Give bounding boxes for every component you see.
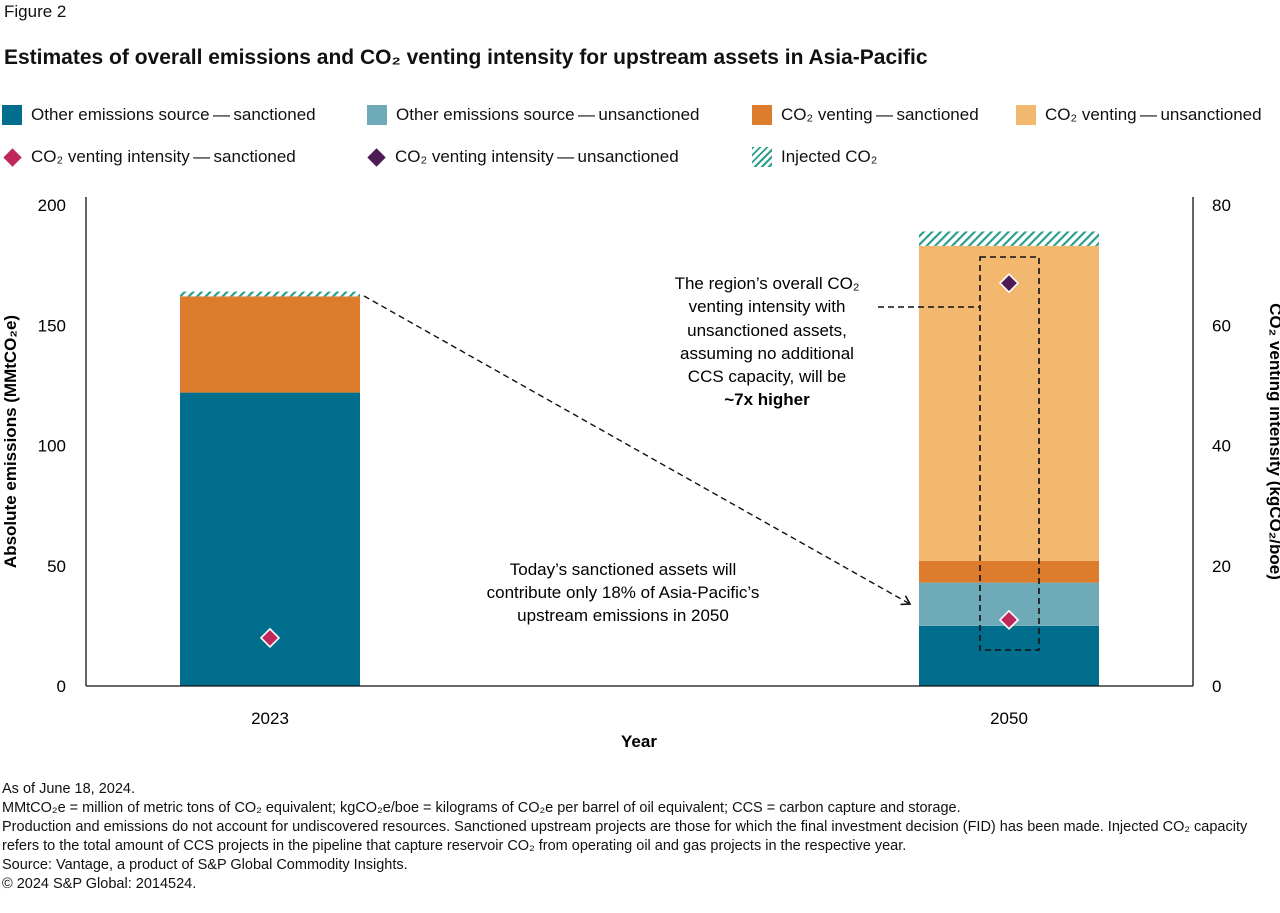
x-tick-label-2023: 2023 — [251, 709, 289, 728]
right-axis-title: CO₂ venting intensity (kgCO₂/boe) — [1266, 303, 1280, 580]
left-tick-label-150: 150 — [38, 316, 66, 335]
point-2050-co-venting-intensity-unsanctioned — [998, 273, 1020, 294]
bar-2023-co-venting-sanctioned — [180, 296, 360, 393]
bar-2050-injected-co — [919, 231, 1099, 246]
axes-layer: 0 50 100 150 200 0 20 40 60 80 2023 2050 Year Absolut… — [1, 196, 1280, 751]
right-tick-label-60: 60 — [1212, 316, 1231, 335]
legend-swatch-injected — [752, 147, 772, 167]
footnote-source: Source: Vantage, a product of S&P Global… — [2, 857, 408, 873]
annotation-intensity-line-3: unsanctioned assets, — [687, 321, 847, 340]
legend-label-other-unsanctioned: Other emissions source — unsanctioned — [396, 105, 700, 124]
left-axis-title: Absolute emissions (MMtCO₂e) — [1, 315, 20, 568]
legend-item-intensity-sanctioned: CO₂ venting intensity — sanctioned — [2, 147, 296, 167]
annotation-share-line-2: contribute only 18% of Asia-Pacific’s — [487, 583, 760, 602]
annotation-share-line-1: Today’s sanctioned assets will — [510, 560, 736, 579]
left-tick-label-50: 50 — [47, 557, 66, 576]
bar-2050-other-emissions-source-sanctioned — [919, 625, 1099, 686]
annotation-intensity-line-5: CCS capacity, will be — [688, 367, 846, 386]
bar-2050-co-venting-unsanctioned — [919, 245, 1099, 561]
legend-swatch-venting-sanctioned — [752, 105, 772, 125]
legend-label-venting-sanctioned: CO₂ venting — sanctioned — [781, 105, 979, 124]
legend-swatch-venting-unsanctioned — [1016, 105, 1036, 125]
annotation-dashed-box — [979, 256, 1040, 651]
footnote-date: As of June 18, 2024. — [2, 781, 136, 797]
annotations-layer: The region’s overall CO₂ venting intensit… — [363, 256, 1040, 651]
x-tick-label-2050: 2050 — [990, 709, 1028, 728]
point-2050-co-venting-intensity-sanctioned — [998, 609, 1020, 630]
bar-2050-co-venting-sanctioned — [919, 560, 1099, 583]
legend-item-venting-unsanctioned: CO₂ venting — unsanctioned — [1016, 105, 1262, 125]
annotation-intensity-line-6: ~7x higher — [724, 390, 810, 409]
x-axis-title: Year — [621, 732, 657, 751]
footnotes: As of June 18, 2024. MMtCO₂e = million o… — [2, 780, 1278, 894]
footnote-definitions: MMtCO₂e = million of metric tons of CO₂ … — [2, 800, 961, 816]
legend-swatch-other-unsanctioned — [367, 105, 387, 125]
legend-label-venting-unsanctioned: CO₂ venting — unsanctioned — [1045, 105, 1262, 124]
left-tick-label-0: 0 — [57, 677, 66, 696]
legend-item-other-sanctioned: Other emissions source — sanctioned — [2, 105, 316, 125]
points-layer — [259, 273, 1020, 649]
legend-label-injected: Injected CO₂ — [781, 147, 878, 166]
annotation-arrow — [363, 295, 912, 606]
legend-item-intensity-unsanctioned: CO₂ venting intensity — unsanctioned — [366, 147, 679, 167]
bars-layer — [180, 231, 1099, 686]
legend-item-injected: Injected CO₂ — [752, 147, 877, 167]
legend-label-intensity-sanctioned: CO₂ venting intensity — sanctioned — [31, 147, 296, 166]
chart-title: Estimates of overall emissions and CO₂ v… — [4, 46, 928, 69]
right-tick-label-0: 0 — [1212, 677, 1221, 696]
legend-swatch-other-sanctioned — [2, 105, 22, 125]
left-tick-label-200: 200 — [38, 196, 66, 215]
right-tick-label-40: 40 — [1212, 437, 1231, 456]
right-tick-label-20: 20 — [1212, 557, 1231, 576]
legend-label-intensity-unsanctioned: CO₂ venting intensity — unsanctioned — [395, 147, 679, 166]
annotation-intensity-line-2: venting intensity with — [689, 297, 846, 316]
left-tick-label-100: 100 — [38, 437, 66, 456]
chart-plot: 0 50 100 150 200 0 20 40 60 80 2023 2050 Year Absolut… — [1, 196, 1280, 751]
legend-item-venting-sanctioned: CO₂ venting — sanctioned — [752, 105, 979, 125]
point-2023-co-venting-intensity-sanctioned — [259, 627, 281, 649]
bar-2023-injected-co — [180, 291, 360, 297]
annotation-share-line-3: upstream emissions in 2050 — [517, 606, 729, 625]
legend-label-other-sanctioned: Other emissions source — sanctioned — [31, 105, 316, 124]
annotation-intensity-line-4: assuming no additional — [680, 344, 854, 363]
legend-item-other-unsanctioned: Other emissions source — unsanctioned — [367, 105, 700, 125]
annotation-intensity-line-1: The region’s overall CO₂ — [675, 274, 860, 293]
right-tick-label-80: 80 — [1212, 196, 1231, 215]
footnote-notes: Production and emissions do not account … — [2, 819, 1248, 854]
figure-label: Figure 2 — [4, 2, 67, 21]
footnote-copyright: © 2024 S&P Global: 2014524. — [2, 876, 197, 892]
